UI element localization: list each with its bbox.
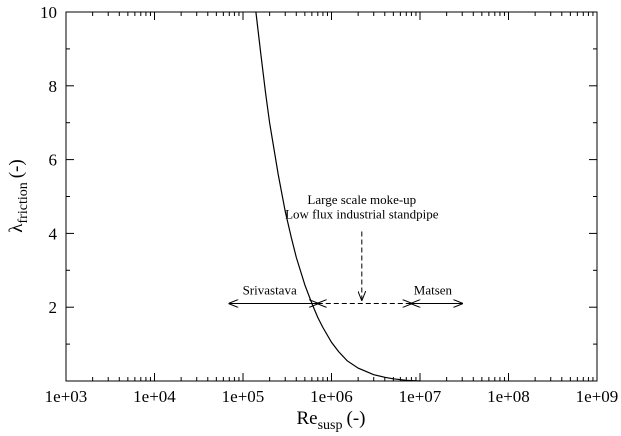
x-axis-label-unit: (-) bbox=[347, 408, 366, 429]
series-layer bbox=[255, 11, 421, 382]
x-tick-label: 1e+06 bbox=[310, 387, 353, 406]
y-tick-label: 10 bbox=[40, 3, 57, 22]
x-axis-label-main: Re bbox=[297, 408, 318, 429]
x-tick-label: 1e+05 bbox=[222, 387, 265, 406]
x-tick-label: 1e+03 bbox=[45, 387, 88, 406]
annotation-label: Large scale moke-up bbox=[307, 192, 416, 207]
annotation-label: Matsen bbox=[414, 282, 453, 297]
x-axis-label-sub: susp bbox=[318, 418, 343, 433]
y-tick-label: 4 bbox=[49, 224, 58, 243]
x-tick-label: 1e+09 bbox=[576, 387, 619, 406]
y-axis-label-main: λ bbox=[6, 223, 27, 233]
x-tick-label: 1e+04 bbox=[133, 387, 176, 406]
y-tick-label: 6 bbox=[49, 151, 58, 170]
y-tick-label: 8 bbox=[49, 77, 58, 96]
y-axis-ticks: 2 4 6 8 10 bbox=[40, 3, 597, 345]
series-line bbox=[255, 11, 421, 382]
y-axis-label-sub: friction bbox=[16, 182, 31, 223]
annotation-label: Low flux industrial standpipe bbox=[285, 207, 439, 222]
x-axis-ticks: 1e+03 1e+04 1e+05 1e+06 1e+07 1e+08 1e+09 bbox=[45, 12, 619, 406]
x-tick-label: 1e+08 bbox=[487, 387, 530, 406]
y-axis-label: λfriction (-) bbox=[6, 159, 31, 232]
x-axis-label: Resusp (-) bbox=[297, 408, 366, 433]
y-axis-label-unit: (-) bbox=[6, 159, 27, 178]
x-tick-label: 1e+07 bbox=[399, 387, 442, 406]
y-tick-label: 2 bbox=[49, 298, 58, 317]
annotation-label: Srivastava bbox=[243, 282, 297, 297]
